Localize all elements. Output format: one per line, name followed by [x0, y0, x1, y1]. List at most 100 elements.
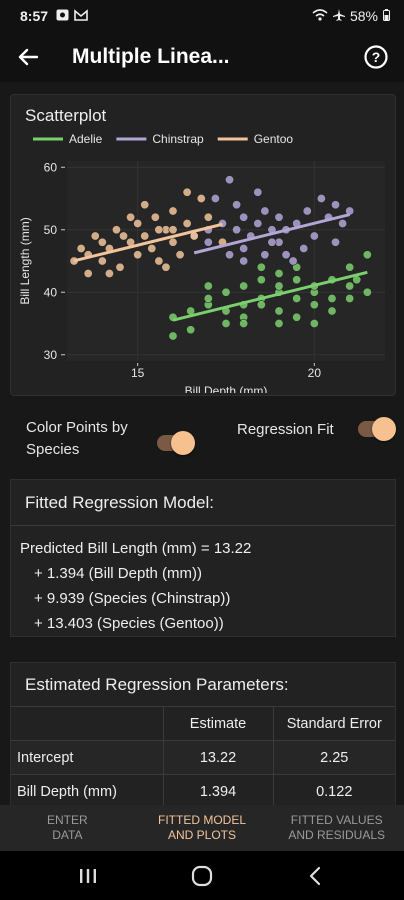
- data-point: [260, 206, 270, 216]
- data-point: [253, 219, 263, 229]
- data-point: [104, 269, 114, 279]
- help-button[interactable]: ?: [362, 43, 390, 71]
- data-point: [154, 256, 164, 266]
- chevron-left-icon: [309, 866, 321, 885]
- data-point: [309, 300, 319, 310]
- data-point: [203, 281, 213, 291]
- tab-fitted-model-and-plots[interactable]: FITTED MODEL AND PLOTS: [135, 805, 270, 851]
- data-point: [97, 237, 107, 247]
- data-point: [239, 319, 249, 329]
- tab-fitted-values-and-residuals[interactable]: FITTED VALUES AND RESIDUALS: [269, 805, 404, 851]
- data-point: [239, 256, 249, 266]
- data-point: [161, 262, 171, 272]
- app-bar: Multiple Linea... ?: [0, 32, 404, 82]
- y-axis-label: Bill Length (mm): [18, 217, 32, 304]
- tab-enter-data[interactable]: ENTER DATA: [0, 805, 135, 851]
- status-bar: 8:57 58%: [0, 0, 404, 32]
- data-point: [111, 225, 121, 235]
- tab-label: FITTED MODEL: [158, 813, 247, 827]
- battery-percent: 58%: [349, 8, 378, 24]
- data-point: [256, 262, 266, 272]
- data-point: [345, 281, 355, 291]
- tab-label: DATA: [52, 828, 83, 842]
- table-header-row: Estimate Standard Error: [11, 706, 395, 741]
- data-point: [168, 225, 178, 235]
- data-point: [239, 281, 249, 291]
- data-point: [362, 287, 372, 297]
- recent-apps-button[interactable]: [58, 851, 118, 900]
- table-cell: 0.122: [273, 774, 395, 805]
- status-time: 8:57: [20, 8, 49, 24]
- data-point: [168, 206, 178, 216]
- x-tick-label: 15: [131, 366, 145, 380]
- regression-parameters-card: Estimated Regression Parameters: Estimat…: [10, 662, 396, 805]
- data-point: [327, 294, 337, 304]
- data-point: [210, 193, 220, 203]
- header-cell: Estimate: [163, 706, 274, 741]
- color-points-toggle[interactable]: [157, 431, 195, 455]
- table-row: Bill Depth (mm) 1.394 0.122: [11, 774, 395, 805]
- table-cell: Intercept: [11, 740, 164, 775]
- data-point: [274, 281, 284, 291]
- color-points-label: Color Points by Species: [26, 419, 128, 458]
- airplane-icon: [332, 8, 345, 24]
- data-point: [133, 250, 143, 260]
- parameters-title: Estimated Regression Parameters:: [25, 675, 289, 694]
- data-point: [90, 231, 100, 241]
- system-back-button[interactable]: [285, 851, 345, 900]
- regression-line: [193, 213, 351, 255]
- svg-text:?: ?: [372, 49, 381, 65]
- tab-label: FITTED VALUES: [290, 813, 383, 827]
- data-point: [97, 256, 107, 266]
- legend-label: Gentoo: [254, 132, 294, 146]
- data-point: [133, 219, 143, 229]
- toggle-knob: [171, 431, 195, 455]
- data-point: [331, 237, 341, 247]
- scatterplot-title: Scatterplot: [25, 106, 107, 125]
- y-tick-label: 30: [44, 348, 58, 362]
- data-point: [302, 206, 312, 216]
- regression-fit-toggle[interactable]: [358, 417, 396, 441]
- data-point: [221, 287, 231, 297]
- data-point: [345, 262, 355, 272]
- table-cell: Bill Depth (mm): [11, 774, 164, 805]
- data-point: [203, 294, 213, 304]
- data-point: [260, 250, 270, 260]
- back-button[interactable]: [0, 32, 56, 82]
- data-point: [182, 187, 192, 197]
- tab-label: ENTER: [47, 813, 88, 827]
- data-point: [299, 244, 309, 254]
- y-tick-label: 40: [44, 285, 58, 299]
- data-point: [119, 231, 129, 241]
- plot-controls: Color Points by Species Regression Fit: [0, 407, 404, 477]
- data-point: [186, 325, 196, 335]
- data-point: [256, 275, 266, 285]
- fitted-model-card: Fitted Regression Model: Predicted Bill …: [10, 479, 396, 637]
- main-content[interactable]: Scatterplot 30 40 50 60 15 20 Bill Depth (mm) B…: [0, 82, 404, 805]
- data-point: [83, 269, 93, 279]
- scatterplot-card: Scatterplot 30 40 50 60 15 20 Bill Depth (mm) B…: [10, 94, 396, 396]
- data-point: [316, 193, 326, 203]
- data-point: [196, 193, 206, 203]
- parameters-table: Estimate Standard Error Intercept 13.22 …: [11, 706, 395, 805]
- header-cell: Standard Error: [273, 706, 395, 741]
- model-term-line: + 9.939 (Species (Chinstrap)): [34, 590, 231, 607]
- data-point: [168, 237, 178, 247]
- data-point: [140, 231, 150, 241]
- y-tick-label: 60: [44, 160, 58, 174]
- data-point: [239, 212, 249, 222]
- bottom-navigation: ENTER DATA FITTED MODEL AND PLOTS FITTED V…: [0, 805, 404, 851]
- model-term-line: + 13.403 (Species (Gentoo)): [34, 615, 224, 632]
- data-point: [147, 244, 157, 254]
- legend-label: Adelie: [69, 132, 103, 146]
- data-point: [76, 244, 86, 254]
- data-point: [338, 219, 348, 229]
- data-point: [182, 219, 192, 229]
- data-point: [175, 250, 185, 260]
- plot-area: [67, 161, 385, 361]
- data-point: [232, 225, 242, 235]
- data-point: [253, 187, 263, 197]
- home-icon: [191, 865, 213, 886]
- data-point: [362, 250, 372, 260]
- home-button[interactable]: [172, 851, 232, 900]
